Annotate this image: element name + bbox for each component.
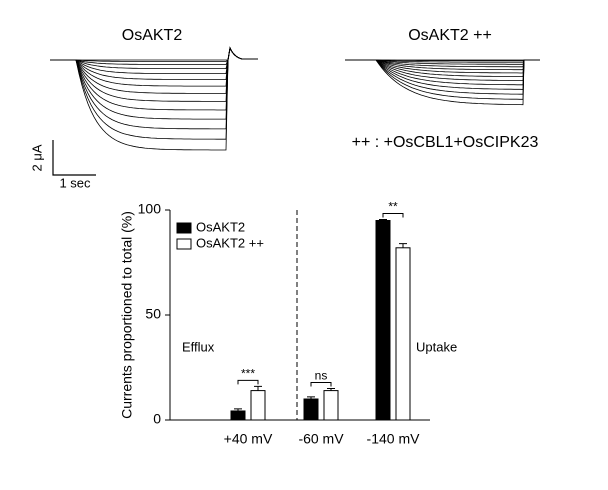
x-tick-label: +40 mV bbox=[224, 431, 273, 447]
scale-y-label: 2 μA bbox=[29, 144, 44, 171]
region-label: Uptake bbox=[416, 339, 457, 354]
significance-bracket bbox=[237, 379, 259, 385]
error-bar bbox=[234, 408, 242, 411]
error-bar bbox=[254, 385, 262, 391]
trace bbox=[345, 59, 540, 77]
error-bar bbox=[399, 243, 407, 248]
bar bbox=[250, 390, 266, 421]
trace bbox=[50, 46, 258, 62]
current-traces bbox=[50, 46, 540, 151]
trace bbox=[345, 59, 540, 65]
x-tick-label: -60 mV bbox=[298, 431, 344, 447]
legend-label: OsAKT2 bbox=[196, 219, 245, 234]
y-tick-label: 100 bbox=[138, 201, 162, 217]
left-trace-title: OsAKT2 bbox=[122, 27, 183, 44]
bar bbox=[375, 220, 391, 421]
y-tick-label: 0 bbox=[153, 411, 161, 427]
y-axis-label: Currents proportioned to total (%) bbox=[119, 211, 135, 419]
region-label: Efflux bbox=[182, 339, 215, 354]
y-tick-label: 50 bbox=[145, 306, 161, 322]
scale-bar bbox=[52, 140, 96, 176]
legend-label: OsAKT2 ++ bbox=[196, 235, 264, 250]
significance-label: *** bbox=[241, 367, 255, 381]
trace bbox=[50, 46, 258, 151]
bar bbox=[323, 390, 339, 421]
trace bbox=[345, 59, 540, 68]
error-bar bbox=[327, 388, 335, 391]
construct-note: ++ : +OsCBL1+OsCIPK23 bbox=[352, 134, 539, 151]
trace bbox=[345, 59, 540, 71]
trace bbox=[345, 59, 540, 95]
trace bbox=[345, 59, 540, 86]
bar bbox=[395, 247, 411, 421]
significance-bracket bbox=[382, 212, 404, 218]
trace bbox=[345, 59, 540, 81]
trace bbox=[345, 59, 540, 62]
significance-label: ** bbox=[388, 200, 398, 214]
trace bbox=[345, 59, 540, 90]
significance-bracket bbox=[310, 382, 332, 387]
trace bbox=[50, 46, 258, 61]
error-bar bbox=[307, 396, 315, 399]
trace bbox=[345, 59, 540, 106]
x-tick-label: -140 mV bbox=[367, 431, 421, 447]
trace bbox=[345, 59, 540, 100]
trace bbox=[345, 59, 540, 63]
significance-label: ns bbox=[315, 369, 328, 383]
scale-x-label: 1 sec bbox=[59, 175, 91, 190]
legend-swatch bbox=[176, 238, 192, 250]
trace bbox=[345, 59, 540, 74]
bar bbox=[230, 410, 246, 421]
right-trace-title: OsAKT2 ++ bbox=[408, 27, 492, 44]
error-bar bbox=[379, 218, 387, 221]
legend-swatch bbox=[176, 222, 192, 234]
bar bbox=[303, 398, 319, 421]
